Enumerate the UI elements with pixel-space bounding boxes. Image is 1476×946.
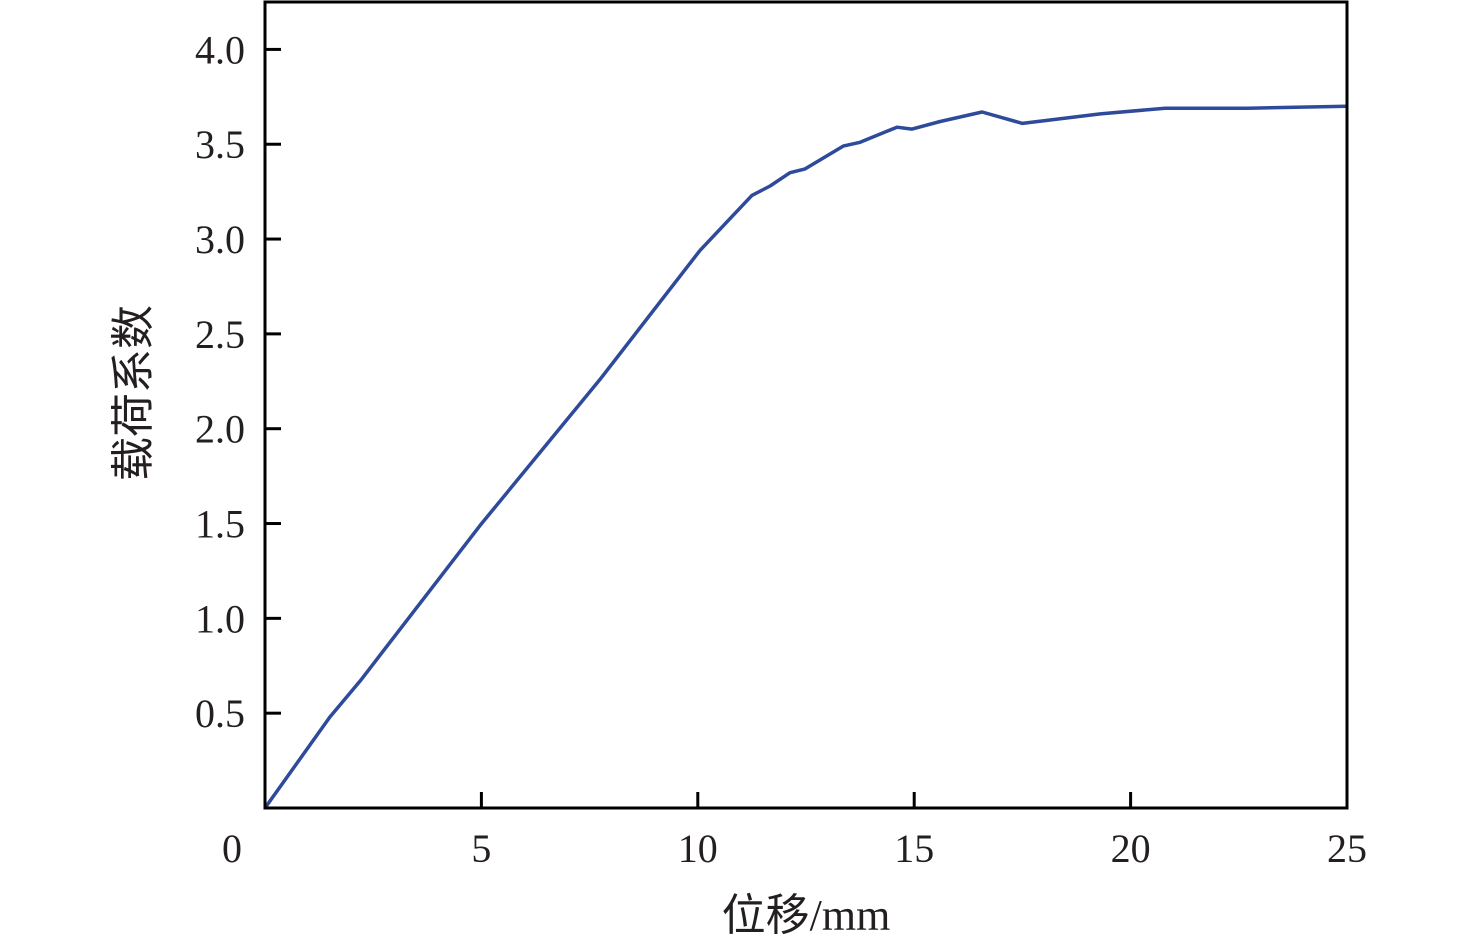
y-tick-label: 3.0 <box>195 217 245 262</box>
x-tick-label: 15 <box>894 826 934 871</box>
y-tick-label: 4.0 <box>195 27 245 72</box>
y-tick-label: 2.0 <box>195 407 245 452</box>
y-tick-label: 2.5 <box>195 312 245 357</box>
y-tick-label: 3.5 <box>195 122 245 167</box>
y-axis-ticks: 0.5 1.0 1.5 2.0 2.5 3.0 3.5 4.0 <box>195 27 281 736</box>
x-axis-title: 位移/mm <box>722 891 891 940</box>
x-tick-label: 10 <box>678 826 718 871</box>
plot-frame <box>263 0 1349 810</box>
y-tick-label: 1.0 <box>195 596 245 641</box>
x-axis-ticks: 0 5 10 15 20 25 <box>222 792 1367 871</box>
x-tick-label: 0 <box>222 826 242 871</box>
y-tick-label: 1.5 <box>195 502 245 547</box>
series-line <box>263 104 1348 810</box>
x-tick-label: 20 <box>1111 826 1151 871</box>
y-axis-title: 载荷系数 <box>109 305 158 481</box>
y-tick-label: 0.5 <box>195 691 245 736</box>
x-tick-label: 5 <box>471 826 491 871</box>
x-tick-label: 25 <box>1327 826 1367 871</box>
